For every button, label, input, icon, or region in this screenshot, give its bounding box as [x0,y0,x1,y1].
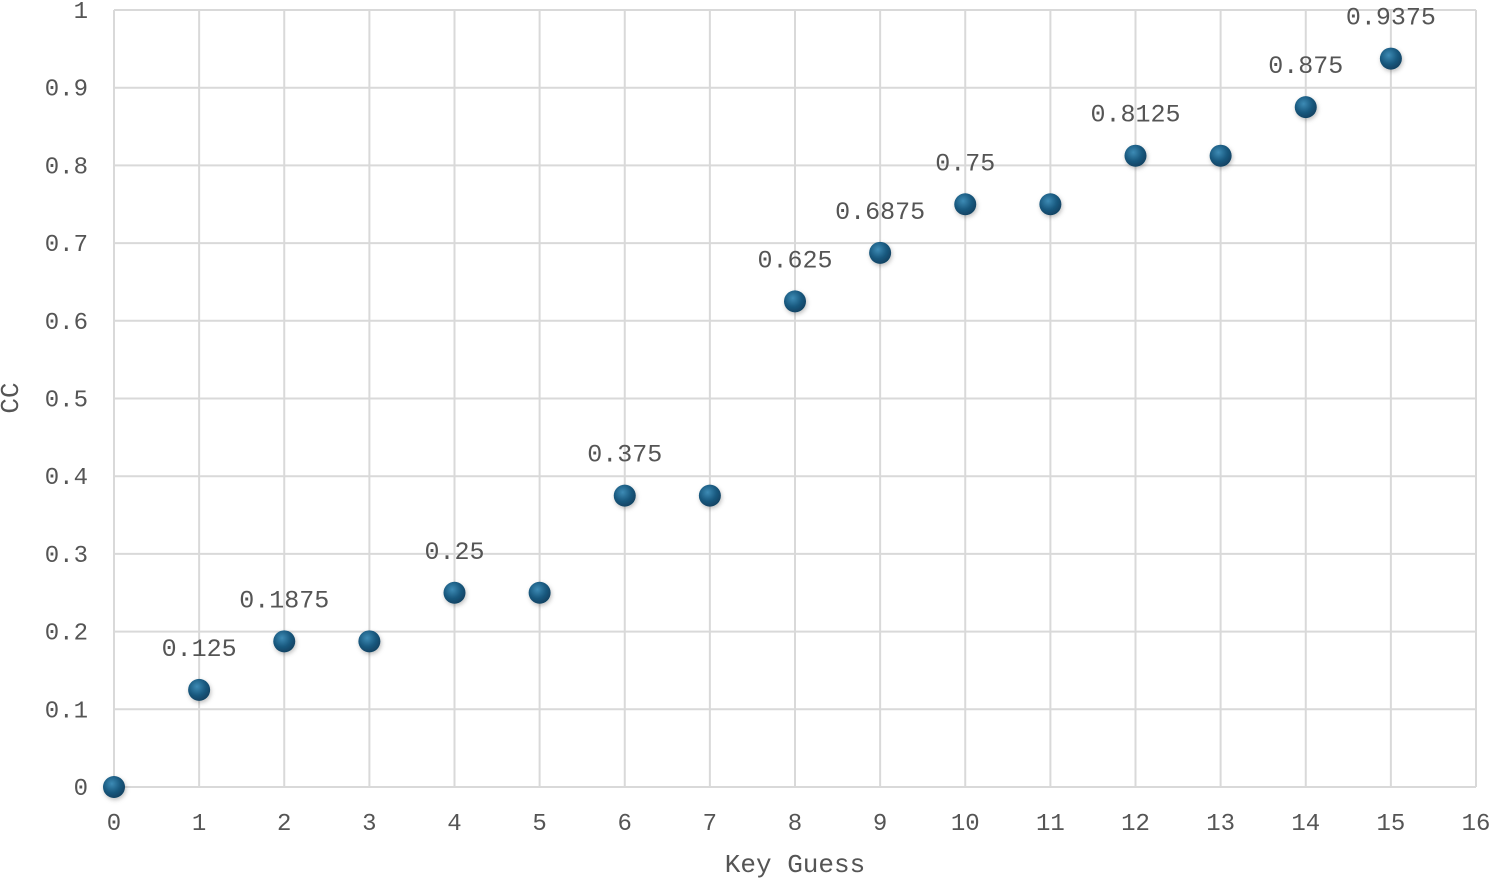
data-label: 0.125 [162,635,237,664]
data-point [613,484,636,507]
data-point [1294,96,1317,119]
data-label: 0.25 [424,538,484,567]
y-tick-label: 0.4 [45,465,88,492]
data-point [869,241,892,264]
data-label: 0.9375 [1346,4,1436,33]
data-point [698,484,721,507]
x-tick-label: 8 [788,811,802,838]
data-point [188,678,211,701]
y-tick-label: 1 [74,0,88,26]
x-tick-label: 9 [873,811,887,838]
y-tick-label: 0.8 [45,154,88,181]
x-tick-label: 7 [703,811,717,838]
y-tick-label: 0.9 [45,77,88,104]
x-tick-label: 12 [1121,811,1150,838]
x-tick-label: 14 [1291,811,1320,838]
data-points [103,47,1402,798]
x-tick-label: 16 [1462,811,1491,838]
x-tick-label: 10 [951,811,980,838]
data-point [1124,144,1147,167]
data-point [358,630,381,653]
data-label: 0.6875 [835,198,925,227]
data-point [1209,144,1232,167]
data-label: 0.1875 [239,586,329,615]
y-tick-label: 0.6 [45,310,88,337]
tick-labels: 0 1 2 3 4 5 6 7 8 9 10 11 12 13 14 15 1600.10.20.30.40.5… [45,0,1491,838]
data-point [1039,193,1062,216]
y-tick-label: 0.5 [45,388,88,415]
x-tick-label: 13 [1206,811,1235,838]
x-tick-label: 0 [107,811,121,838]
data-point [103,776,125,798]
x-tick-label: 15 [1376,811,1405,838]
data-label: 0.8125 [1090,101,1180,130]
data-point [1379,47,1402,70]
y-tick-label: 0.2 [45,621,88,648]
data-point [784,290,806,313]
data-point [954,193,977,216]
x-tick-label: 11 [1036,811,1065,838]
y-tick-label: 0 [74,776,88,803]
x-tick-label: 4 [447,811,461,838]
x-tick-label: 3 [362,811,376,838]
x-tick-label: 6 [618,811,632,838]
x-tick-label: 5 [532,811,546,838]
x-tick-label: 2 [277,811,291,838]
y-tick-label: 0.3 [45,543,88,570]
y-axis-title: CC [0,382,26,413]
grid [113,9,1477,788]
data-label: 0.375 [587,441,662,470]
x-axis-title: Key Guess [725,850,865,880]
data-label: 0.875 [1268,52,1343,81]
data-point [273,630,296,653]
data-label: 0.75 [935,149,995,178]
y-tick-label: 0.1 [45,698,88,725]
y-tick-label: 0.7 [45,232,88,259]
data-point [528,581,551,604]
data-label: 0.625 [757,246,832,275]
x-tick-label: 1 [192,811,206,838]
data-point [443,581,466,604]
